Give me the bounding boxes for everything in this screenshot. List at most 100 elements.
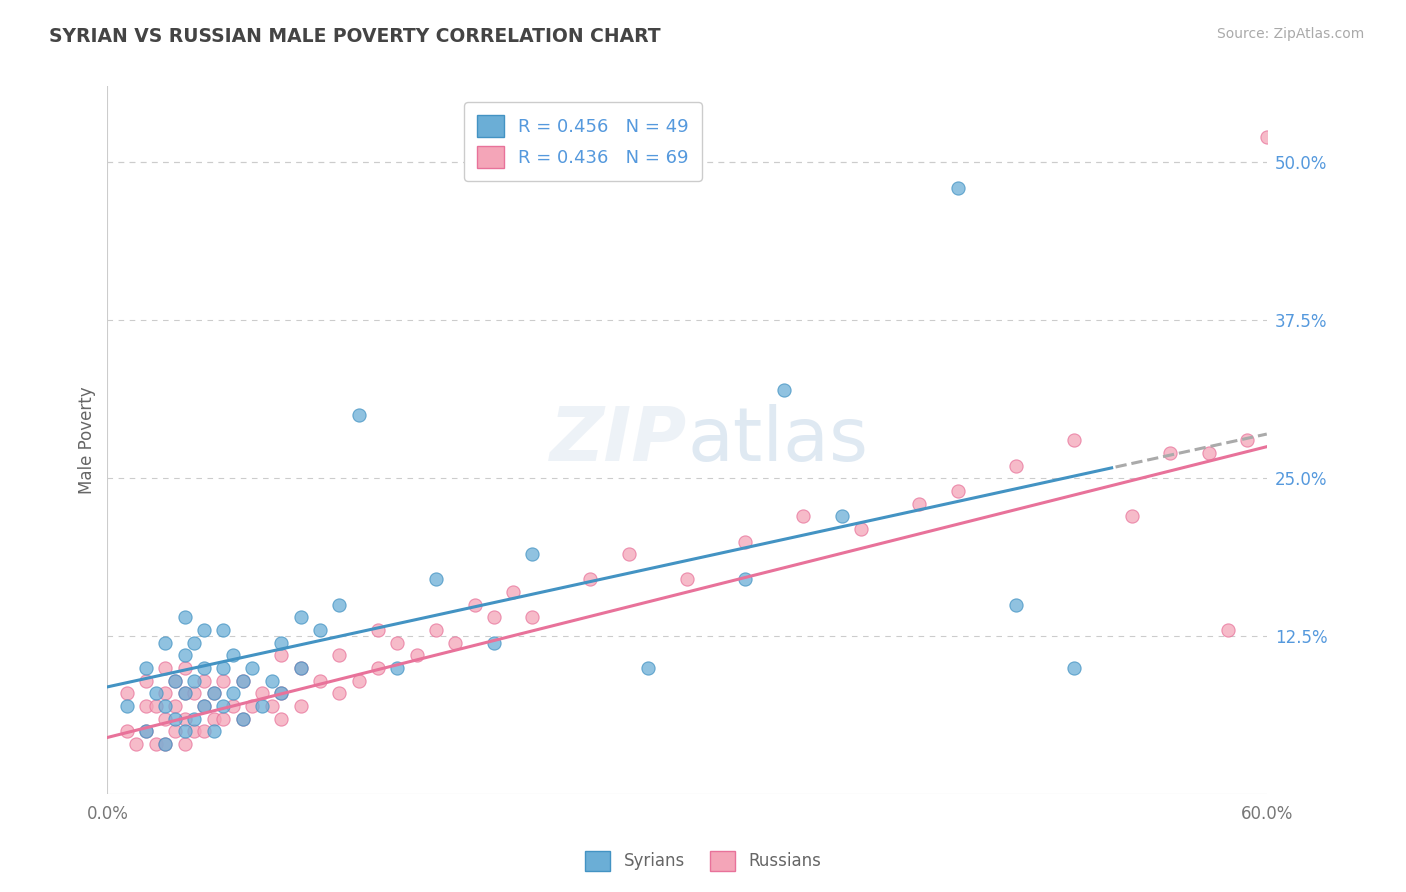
Point [232,712,254,726]
Point [222,648,245,663]
Point [173,724,195,739]
Point [163,698,186,713]
Point [260,673,283,688]
Point [367,661,389,675]
Point [425,623,447,637]
Point [1063,434,1085,448]
Point [270,712,292,726]
Point [135,724,157,739]
Point [347,408,370,422]
Point [463,598,485,612]
Point [260,698,283,713]
Point [212,623,235,637]
Point [270,648,292,663]
Point [1121,509,1143,524]
Point [1004,598,1026,612]
Point [125,737,148,751]
Point [135,698,157,713]
Point [155,698,177,713]
Point [232,712,254,726]
Point [290,661,312,675]
Point [202,724,225,739]
Point [183,673,205,688]
Point [676,573,699,587]
Point [115,724,138,739]
Point [250,686,273,700]
Point [163,724,186,739]
Point [193,661,215,675]
Point [155,737,177,751]
Point [637,661,659,675]
Point [792,509,814,524]
Point [115,698,138,713]
Point [212,661,235,675]
Point [908,497,931,511]
Point [135,673,157,688]
Point [135,661,157,675]
Point [232,673,254,688]
Point [250,698,273,713]
Text: Source: ZipAtlas.com: Source: ZipAtlas.com [1216,27,1364,41]
Point [222,686,245,700]
Point [193,673,215,688]
Point [163,712,186,726]
Point [617,547,640,561]
Point [309,623,332,637]
Point [232,673,254,688]
Point [173,712,195,726]
Point [193,724,215,739]
Point [387,661,409,675]
Point [1216,623,1239,637]
Point [1159,446,1181,460]
Point [222,698,245,713]
Point [482,610,505,624]
Point [290,661,312,675]
Point [482,635,505,649]
Point [347,673,370,688]
Point [579,573,602,587]
Point [193,623,215,637]
Point [155,712,177,726]
Point [212,698,235,713]
Legend: R = 0.456   N = 49, R = 0.436   N = 69: R = 0.456 N = 49, R = 0.436 N = 69 [464,103,702,181]
Point [173,648,195,663]
Point [173,686,195,700]
Point [145,698,167,713]
Point [290,698,312,713]
Point [946,180,969,194]
Point [155,661,177,675]
Point [183,686,205,700]
Text: ZIP: ZIP [550,404,688,477]
Point [328,598,350,612]
Point [328,648,350,663]
Point [405,648,427,663]
Point [183,712,205,726]
Point [212,673,235,688]
Point [212,712,235,726]
Point [155,635,177,649]
Point [387,635,409,649]
Point [155,686,177,700]
Text: atlas: atlas [688,404,868,477]
Point [115,686,138,700]
Point [202,712,225,726]
Point [145,737,167,751]
Point [145,686,167,700]
Point [1198,446,1220,460]
Point [502,585,524,599]
Point [290,610,312,624]
Point [522,547,544,561]
Point [270,686,292,700]
Point [734,573,756,587]
Point [173,661,195,675]
Point [444,635,467,649]
Point [367,623,389,637]
Point [1004,458,1026,473]
Point [328,686,350,700]
Point [173,737,195,751]
Text: SYRIAN VS RUSSIAN MALE POVERTY CORRELATION CHART: SYRIAN VS RUSSIAN MALE POVERTY CORRELATI… [49,27,661,45]
Point [193,698,215,713]
Point [1236,434,1258,448]
Point [183,724,205,739]
Point [173,610,195,624]
